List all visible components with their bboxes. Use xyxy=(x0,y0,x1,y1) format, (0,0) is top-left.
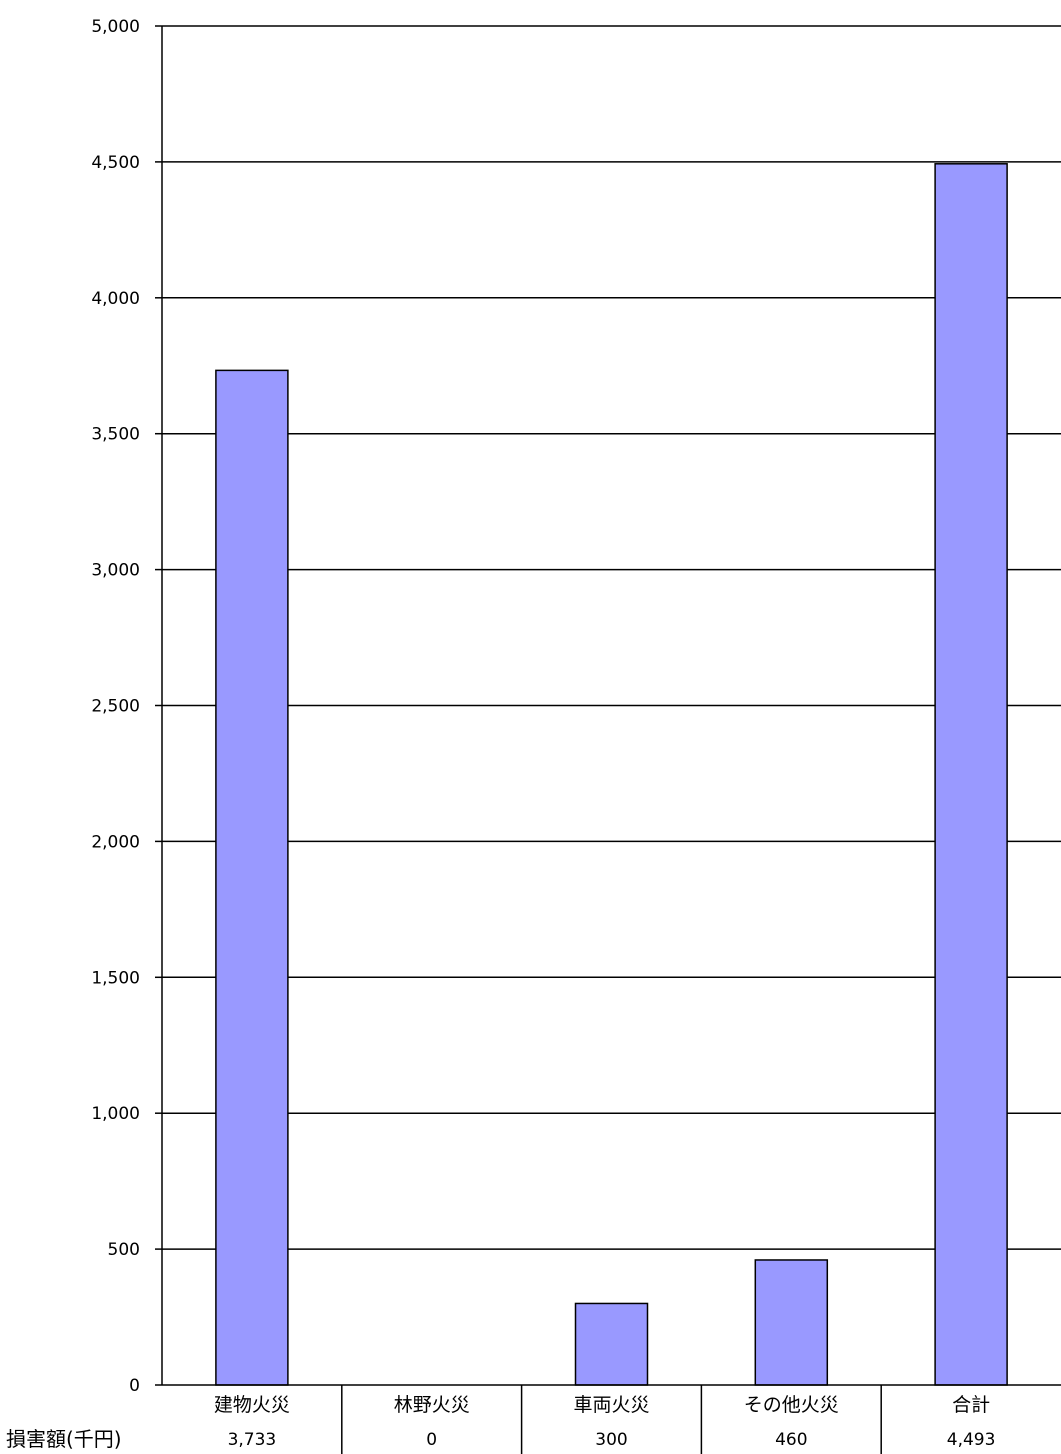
y-tick-label: 1,500 xyxy=(91,968,140,988)
y-tick-label: 3,500 xyxy=(91,425,140,445)
y-tick-label: 0 xyxy=(129,1376,140,1396)
category-label: 合計 xyxy=(952,1394,990,1416)
y-axis-ticks: 0 500 1,000 1,500 2,000 2,500 3,000 3,500 4,000 4… xyxy=(91,17,162,1396)
axes xyxy=(161,26,1061,1386)
bar xyxy=(215,369,289,1386)
data-value-label: 4,493 xyxy=(947,1430,996,1450)
category-label: 林野火災 xyxy=(394,1394,470,1416)
data-table: 損害額(千円) 建物火災 3,733 林野火災 0 車両火災 300 その他火災 460 合計 4… xyxy=(6,1385,995,1454)
data-value-label: 0 xyxy=(426,1430,437,1450)
y-tick-label: 500 xyxy=(108,1240,140,1260)
y-tick-label: 4,000 xyxy=(91,289,140,309)
bar xyxy=(574,1302,649,1386)
bar xyxy=(754,1259,829,1386)
y-tick-label: 2,500 xyxy=(91,697,140,717)
category-label: 建物火災 xyxy=(214,1394,290,1416)
data-table-row-label: 損害額(千円) xyxy=(6,1427,122,1451)
y-tick-label: 1,000 xyxy=(91,1104,140,1124)
y-tick-label: 4,500 xyxy=(91,153,140,173)
data-value-label: 460 xyxy=(775,1430,807,1450)
bar xyxy=(934,163,1008,1386)
data-value-label: 300 xyxy=(595,1430,627,1450)
bars xyxy=(215,163,1008,1386)
category-label: その他火災 xyxy=(744,1394,839,1416)
y-tick-label: 5,000 xyxy=(91,17,140,37)
category-label: 車両火災 xyxy=(573,1394,649,1416)
y-tick-label: 3,000 xyxy=(91,561,140,581)
gridlines xyxy=(162,25,1061,1250)
y-tick-label: 2,000 xyxy=(91,832,140,852)
data-value-label: 3,733 xyxy=(228,1430,277,1450)
